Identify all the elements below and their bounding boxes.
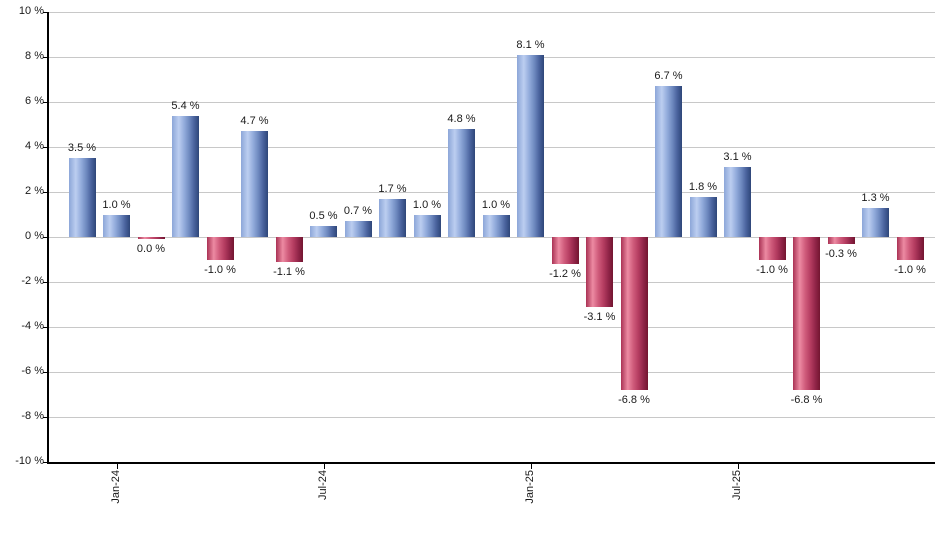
y-gridline bbox=[48, 12, 935, 13]
bar-value-label: -6.8 % bbox=[790, 394, 823, 406]
y-axis-tick-label: -8 % bbox=[21, 410, 44, 422]
bar-value-label: 3.1 % bbox=[723, 151, 752, 164]
bar bbox=[310, 225, 337, 237]
bar-value-label: 1.0 % bbox=[102, 198, 131, 211]
y-gridline bbox=[48, 192, 935, 193]
y-axis-tick-label: -4 % bbox=[21, 320, 44, 332]
bar bbox=[413, 214, 441, 237]
bar-value-label: 1.3 % bbox=[861, 191, 890, 204]
y-axis-tick-label: -2 % bbox=[21, 275, 44, 287]
y-axis-tick-label: 4 % bbox=[25, 140, 44, 152]
bar-value-label: 1.0 % bbox=[481, 198, 511, 211]
bar-value-label: 1.8 % bbox=[688, 180, 718, 193]
x-axis-line bbox=[47, 462, 935, 464]
bar bbox=[620, 237, 648, 390]
bar-value-label: 1.7 % bbox=[378, 182, 407, 195]
y-axis-tick-label: 10 % bbox=[18, 5, 44, 17]
bar bbox=[344, 221, 372, 237]
bar bbox=[896, 237, 924, 260]
y-axis-tick-label: 2 % bbox=[25, 185, 44, 197]
y-gridline bbox=[48, 417, 935, 418]
bar bbox=[172, 115, 199, 237]
y-axis-tick bbox=[43, 147, 48, 148]
bar-value-label: -6.8 % bbox=[618, 394, 650, 406]
y-axis-tick-label: 0 % bbox=[25, 230, 44, 242]
bar-value-label: 5.4 % bbox=[171, 99, 200, 112]
bar bbox=[68, 158, 96, 237]
bar-value-label: 3.5 % bbox=[67, 142, 97, 155]
bar-value-label: 0.0 % bbox=[136, 243, 166, 255]
bar bbox=[103, 214, 130, 237]
y-gridline bbox=[48, 327, 935, 328]
bar-value-label: 4.8 % bbox=[447, 113, 476, 125]
bar-value-label: -0.3 % bbox=[825, 247, 857, 260]
bar-value-label: 0.7 % bbox=[343, 205, 373, 218]
bar-value-label: 8.1 % bbox=[516, 38, 545, 51]
bar bbox=[448, 129, 475, 237]
y-axis-tick bbox=[43, 192, 48, 193]
bar-value-label: -1.2 % bbox=[549, 268, 581, 280]
bar bbox=[379, 198, 406, 237]
y-gridline bbox=[48, 102, 935, 103]
bar bbox=[862, 207, 889, 237]
bar-value-label: 0.5 % bbox=[309, 209, 338, 222]
x-axis-tick bbox=[737, 464, 739, 469]
bar-value-label: 1.0 % bbox=[412, 198, 442, 211]
bar bbox=[758, 237, 786, 260]
y-axis-tick-label: 8 % bbox=[25, 50, 44, 62]
x-axis-tick-label: Jul-24 bbox=[316, 470, 329, 500]
y-axis-tick-label: 6 % bbox=[25, 95, 44, 107]
bar bbox=[137, 237, 165, 239]
bar-value-label: -3.1 % bbox=[583, 310, 616, 323]
y-axis-tick-label: -6 % bbox=[21, 365, 44, 377]
y-gridline bbox=[48, 282, 935, 283]
bar bbox=[241, 131, 268, 237]
bar bbox=[827, 237, 855, 244]
bar bbox=[586, 237, 613, 307]
bar-value-label: 6.7 % bbox=[654, 70, 683, 83]
y-axis-tick bbox=[43, 237, 48, 238]
y-gridline bbox=[48, 57, 935, 58]
y-axis-tick bbox=[43, 417, 48, 418]
y-axis-tick bbox=[43, 327, 48, 328]
x-axis-tick bbox=[323, 464, 325, 469]
x-axis-tick bbox=[530, 464, 532, 469]
bar-value-label: -1.0 % bbox=[756, 263, 788, 276]
bar bbox=[655, 86, 682, 237]
bar bbox=[551, 237, 579, 264]
x-axis-tick-label: Jul-25 bbox=[730, 470, 743, 500]
bar bbox=[793, 237, 820, 390]
x-axis-tick bbox=[116, 464, 118, 469]
bar bbox=[724, 167, 751, 237]
y-gridline bbox=[48, 147, 935, 148]
y-axis-tick bbox=[43, 12, 48, 13]
bar bbox=[517, 54, 544, 237]
bar-value-label: 4.7 % bbox=[240, 115, 269, 128]
bar bbox=[482, 214, 510, 237]
y-gridline bbox=[48, 237, 935, 238]
bar bbox=[689, 196, 717, 237]
x-axis-tick-label: Jan-25 bbox=[523, 470, 536, 504]
y-axis-line bbox=[47, 12, 49, 464]
bar-value-label: -1.0 % bbox=[894, 263, 926, 276]
x-axis-tick-label: Jan-24 bbox=[109, 470, 122, 504]
y-axis-tick-label: -10 % bbox=[15, 455, 44, 467]
y-axis-tick bbox=[43, 462, 48, 463]
y-axis-tick bbox=[43, 372, 48, 373]
y-axis-tick bbox=[43, 57, 48, 58]
bar bbox=[275, 237, 303, 262]
y-axis-tick bbox=[43, 282, 48, 283]
y-gridline bbox=[48, 372, 935, 373]
bar bbox=[206, 237, 234, 260]
y-axis-tick bbox=[43, 102, 48, 103]
bar-value-label: -1.1 % bbox=[273, 265, 305, 278]
bar-value-label: -1.0 % bbox=[204, 263, 236, 276]
